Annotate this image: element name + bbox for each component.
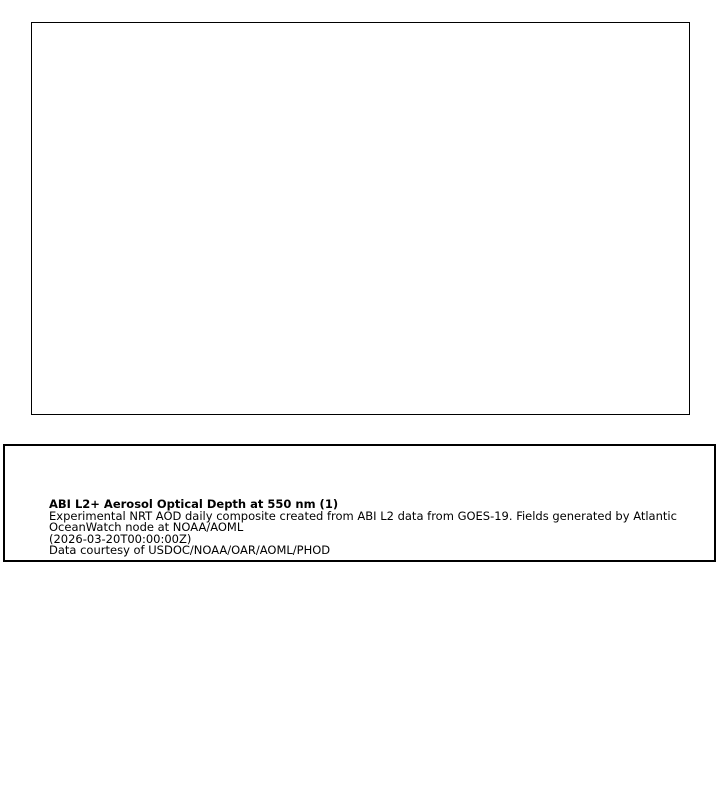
legend-description-line: Experimental NRT AOD daily composite cre… [49, 508, 677, 523]
legend-courtesy-line: Data courtesy of USDOC/NOAA/OAR/AOML/PHO… [49, 543, 331, 558]
legend-panel: ABI L2+ Aerosol Optical Depth at 550 nm … [3, 444, 716, 562]
colorbar [47, 459, 690, 485]
legend-timestamp: (2026-03-20T00:00:00Z) [49, 531, 192, 546]
map-frame [31, 22, 690, 415]
map-raster-canvas [32, 23, 689, 414]
legend-title: ABI L2+ Aerosol Optical Depth at 550 nm … [49, 497, 339, 511]
legend-text-block: ABI L2+ Aerosol Optical Depth at 550 nm … [49, 497, 677, 558]
legend-description-line: OceanWatch node at NOAA/AOML [49, 520, 244, 535]
